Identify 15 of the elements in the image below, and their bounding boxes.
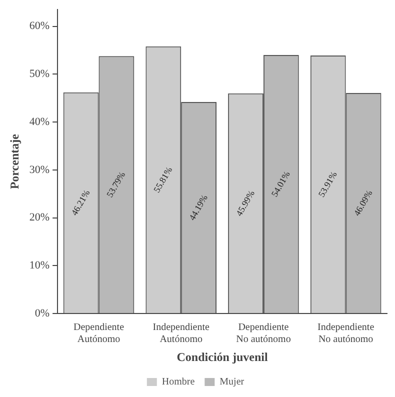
legend-label: Hombre: [162, 376, 196, 388]
y-tick-label: 20%: [29, 212, 50, 224]
y-tick-label: 0%: [34, 307, 50, 320]
x-tick-label: Dependiente Autónomo: [73, 322, 125, 346]
x-axis-title: Condición juvenil: [176, 350, 268, 364]
y-tick-label: 10%: [29, 260, 50, 272]
y-axis-title: Porcentaje: [7, 133, 22, 190]
y-tick-label: 40%: [29, 116, 50, 128]
y-tick-label: 50%: [29, 68, 50, 80]
x-tick-label: Independiente No autónomo: [318, 322, 375, 346]
y-tick-label: 30%: [29, 164, 50, 176]
legend-label: Mujer: [220, 376, 245, 388]
x-tick-label: Independiente Autónomo: [152, 322, 210, 346]
y-tick-label: 60%: [29, 20, 50, 32]
x-tick-label: Dependiente No autónomo: [236, 322, 291, 346]
